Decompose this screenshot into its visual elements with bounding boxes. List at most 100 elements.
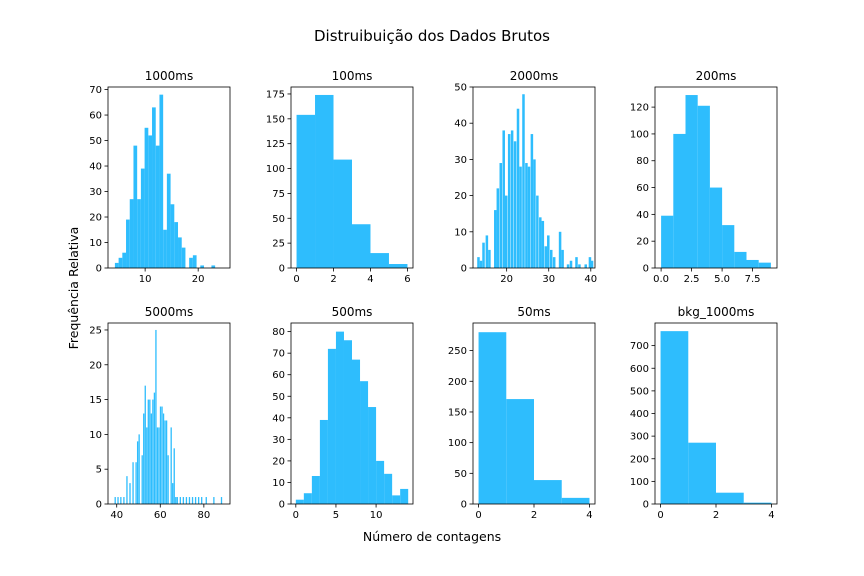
histogram-bar bbox=[166, 173, 171, 268]
histogram-bar bbox=[170, 427, 172, 504]
y-tick-label: 700 bbox=[630, 341, 649, 352]
histogram-bar bbox=[590, 260, 594, 268]
y-tick-label: 75 bbox=[272, 189, 285, 200]
y-tick-label: 40 bbox=[272, 413, 285, 424]
subplot-200ms: 200ms 0.0 2.5 5.0 7.5 0 20 40 60 80 100 120 bbox=[630, 69, 778, 285]
subplot-title: 2000ms bbox=[510, 69, 558, 83]
subplot-50ms: 50ms 0 2 4 0 50 100 150 200 250 bbox=[448, 305, 596, 521]
histogram-bar bbox=[716, 492, 744, 504]
histogram-bar bbox=[311, 475, 320, 504]
histogram-bar bbox=[133, 145, 138, 268]
y-tick-label: 60 bbox=[272, 370, 285, 381]
y-tick-label: 50 bbox=[272, 214, 285, 225]
histogram-bar bbox=[485, 235, 489, 268]
x-tick-label: 5.0 bbox=[714, 274, 730, 285]
histogram-bar bbox=[722, 225, 735, 268]
histogram-bar bbox=[534, 480, 562, 504]
histogram-bar bbox=[661, 215, 674, 268]
histogram-bar bbox=[126, 476, 128, 504]
histogram-bar bbox=[303, 493, 312, 504]
histogram-bar bbox=[477, 257, 480, 268]
histogram-bar bbox=[333, 159, 352, 268]
figure-y-label: Frequência Relativa bbox=[66, 227, 81, 350]
x-tick-label: 20 bbox=[192, 274, 205, 285]
histogram-bar bbox=[343, 340, 352, 504]
histogram-bar bbox=[561, 497, 590, 504]
y-tick-label: 5 bbox=[96, 465, 102, 476]
x-tick-label: 4 bbox=[586, 510, 592, 521]
y-tick-label: 40 bbox=[89, 162, 102, 173]
y-tick-label: 175 bbox=[266, 89, 285, 100]
histogram-bar bbox=[496, 188, 500, 268]
axes-frame bbox=[107, 322, 231, 505]
histogram-bar bbox=[482, 242, 485, 268]
histogram-bar bbox=[120, 497, 122, 504]
figure-x-label: Número de contagens bbox=[363, 529, 501, 544]
y-tick-label: 20 bbox=[89, 213, 102, 224]
histogram-bar bbox=[205, 497, 207, 504]
y-tick-label: 50 bbox=[272, 392, 285, 403]
subplot-title: 50ms bbox=[517, 305, 550, 319]
x-tick-label: 0.0 bbox=[653, 274, 669, 285]
histogram-bar bbox=[575, 257, 578, 268]
subplot-title: 5000ms bbox=[145, 305, 193, 319]
histogram-bar bbox=[150, 413, 153, 504]
x-tick-label: 30 bbox=[542, 274, 555, 285]
histogram-bar bbox=[370, 253, 389, 268]
y-tick-label: 100 bbox=[448, 438, 467, 449]
histogram-bar bbox=[506, 399, 534, 504]
histogram-bar bbox=[335, 331, 344, 504]
y-tick-label: 70 bbox=[272, 349, 285, 360]
x-tick-label: 6 bbox=[404, 274, 410, 285]
histogram-bar bbox=[513, 141, 517, 268]
y-tick-label: 0 bbox=[96, 500, 102, 511]
y-tick-label: 10 bbox=[89, 238, 102, 249]
x-tick-label: 40 bbox=[584, 274, 597, 285]
x-tick-label: 80 bbox=[197, 510, 210, 521]
histogram-bar bbox=[117, 497, 119, 504]
x-tick-label: 0 bbox=[475, 510, 481, 521]
y-tick-label: 125 bbox=[266, 139, 285, 150]
histogram-bar bbox=[533, 159, 536, 268]
y-tick-label: 0 bbox=[461, 264, 467, 275]
y-tick-label: 20 bbox=[636, 237, 649, 248]
histogram-bar bbox=[162, 413, 165, 504]
subplot-bkg_1000ms: bkg_1000ms 0 2 4 0 100 200 300 400 500 600 700 bbox=[630, 305, 778, 521]
histogram-bar bbox=[541, 220, 545, 268]
histogram-bar bbox=[155, 329, 157, 504]
histogram-bar bbox=[400, 488, 409, 504]
histogram-bar bbox=[176, 497, 178, 504]
y-tick-label: 50 bbox=[454, 83, 467, 94]
subplot-title: bkg_1000ms bbox=[678, 305, 755, 319]
histogram-bar bbox=[163, 229, 167, 268]
histogram-bar bbox=[536, 195, 539, 268]
histogram-bar bbox=[165, 420, 168, 504]
histogram-bar bbox=[549, 249, 553, 268]
x-tick-label: 2.5 bbox=[684, 274, 700, 285]
subplot-100ms: 100ms 0 2 4 6 0 25 50 75 100 125 150 175 bbox=[266, 69, 414, 285]
histogram-bar bbox=[158, 427, 160, 504]
histogram-bar bbox=[213, 497, 215, 504]
histogram-bar bbox=[118, 257, 123, 268]
histogram-bar bbox=[743, 502, 772, 504]
histogram-bar bbox=[192, 255, 197, 268]
histogram-bar bbox=[519, 166, 522, 268]
y-tick-label: 10 bbox=[89, 430, 102, 441]
histogram-bar bbox=[136, 441, 139, 504]
histogram-bar bbox=[527, 166, 531, 268]
histogram-bar bbox=[152, 107, 156, 268]
histogram-bar bbox=[558, 231, 562, 268]
x-tick-label: 4 bbox=[367, 274, 373, 285]
histogram-bar bbox=[143, 413, 145, 504]
histogram-bar bbox=[660, 331, 689, 504]
y-tick-label: 40 bbox=[454, 119, 467, 130]
histogram-bar bbox=[200, 265, 205, 268]
y-tick-label: 20 bbox=[272, 456, 285, 467]
histogram-bar bbox=[129, 199, 134, 268]
histogram-bar bbox=[384, 473, 393, 504]
y-tick-label: 150 bbox=[448, 407, 467, 418]
x-tick-label: 7.5 bbox=[745, 274, 761, 285]
